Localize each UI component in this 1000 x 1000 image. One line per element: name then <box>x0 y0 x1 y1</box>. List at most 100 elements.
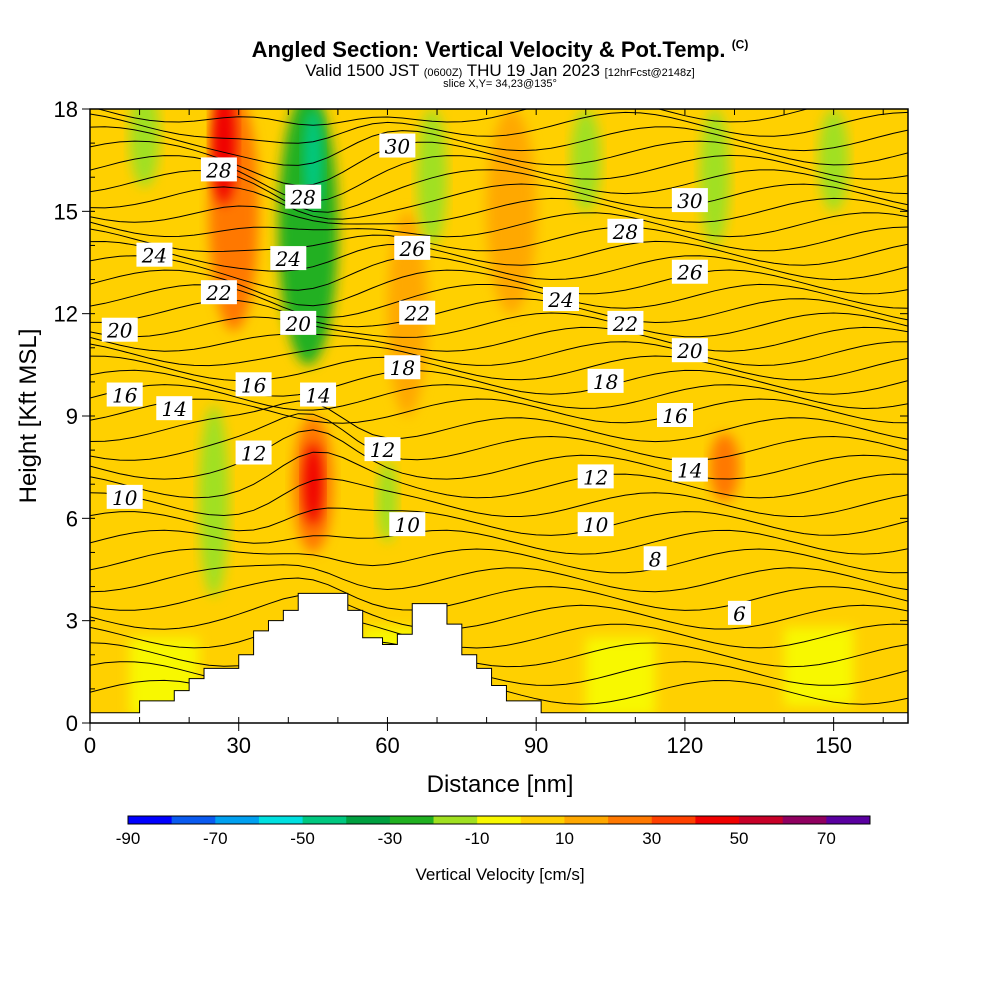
theta-label: 22 <box>607 310 644 336</box>
theta-contour <box>90 384 908 411</box>
theta-label-box <box>671 188 708 213</box>
colorbar-swatch <box>651 816 696 824</box>
theta-label-box <box>607 218 644 243</box>
theta-label-box <box>577 512 614 537</box>
theta-contour <box>90 398 908 424</box>
theta-label: 10 <box>106 484 143 510</box>
theta-label: 14 <box>300 382 337 408</box>
theta-label: 6 <box>727 600 751 626</box>
theta-label: 28 <box>285 184 322 210</box>
colorbar: -90 -70 -50 -30 -10 10 30 50 70 <box>116 815 871 848</box>
x-tick-label: 30 <box>226 733 250 758</box>
theta-contour <box>90 413 908 461</box>
colorbar-swatch <box>782 816 827 824</box>
theta-label: 28 <box>607 218 644 244</box>
theta-label-text: 20 <box>106 319 133 343</box>
colorbar-frame <box>127 815 871 825</box>
theta-contour <box>90 577 908 611</box>
velocity-region <box>818 109 849 212</box>
theta-label: 14 <box>671 457 708 483</box>
terrain-profile <box>89 592 909 724</box>
colorbar-swatch <box>695 816 740 824</box>
theta-label-box <box>577 464 614 489</box>
theta-label-box <box>235 372 272 397</box>
theta-label-text: 12 <box>583 465 608 489</box>
colorbar-tick-label: 10 <box>555 829 574 848</box>
theta-label: 12 <box>364 437 401 462</box>
velocity-region <box>129 109 160 188</box>
theta-label: 28 <box>200 157 237 182</box>
y-tick-label: 6 <box>66 506 78 531</box>
theta-label-text: 10 <box>395 513 421 537</box>
theta-label-text: 26 <box>676 261 703 285</box>
theta-label-box <box>285 184 322 209</box>
colorbar-swatch <box>128 816 173 824</box>
theta-label-box <box>364 437 401 462</box>
theta-label: 24 <box>542 287 579 312</box>
theta-contour <box>90 226 908 253</box>
theta-contour <box>96 109 809 126</box>
velocity-region <box>486 109 537 314</box>
theta-label-box <box>389 512 426 537</box>
theta-label-box <box>656 403 693 427</box>
theta-label-text: 12 <box>241 442 266 466</box>
theta-label-box <box>587 368 624 393</box>
theta-contour <box>90 615 908 649</box>
theta-contour <box>90 639 908 668</box>
theta-contour <box>90 312 908 338</box>
y-axis-label: Height [Kft MSL] <box>15 329 42 504</box>
theta-label-text: 28 <box>612 220 638 244</box>
y-tick-label: 3 <box>66 609 78 634</box>
theta-contour <box>90 183 908 220</box>
theta-label-text: 20 <box>284 312 311 336</box>
colorbar-swatch <box>258 816 304 824</box>
theta-contour <box>90 326 908 352</box>
chart-title: Angled Section: Vertical Velocity & Pot.… <box>251 37 749 62</box>
colorbar-swatch <box>826 816 871 824</box>
theta-label: 26 <box>394 235 431 261</box>
velocity-region <box>211 109 237 205</box>
theta-label-text: 26 <box>399 237 426 261</box>
theta-label-text: 28 <box>289 186 315 210</box>
theta-label-text: 22 <box>612 312 638 336</box>
theta-label: 10 <box>389 512 426 537</box>
colorbar-swatch <box>389 816 435 824</box>
theta-contour <box>90 355 908 382</box>
colorbar-swatch <box>564 816 609 824</box>
theta-label-box <box>394 235 431 260</box>
theta-label: 12 <box>235 440 272 466</box>
colorbar-swatch <box>739 816 784 824</box>
theta-label-box <box>280 310 317 335</box>
theta-contour <box>90 126 908 166</box>
theta-label-box <box>235 440 272 465</box>
axes: 0 30 60 90 120 150 0 3 6 9 12 15 18 <box>54 97 908 758</box>
theta-contour <box>90 197 908 225</box>
theta-label-text: 24 <box>141 244 167 268</box>
colorbar-swatch <box>346 816 391 824</box>
theta-label-box <box>399 300 436 325</box>
theta-label-text: 16 <box>241 373 267 397</box>
theta-label-box <box>200 280 237 305</box>
theta-label-text: 24 <box>547 288 573 312</box>
x-tick-label: 120 <box>667 733 704 758</box>
theta-label-text: 14 <box>305 384 330 408</box>
y-tick-label: 18 <box>54 97 78 122</box>
theta-label-box <box>156 396 193 421</box>
theta-label-text: 18 <box>593 370 618 394</box>
y-tick-label: 0 <box>66 711 78 736</box>
theta-label: 18 <box>587 368 624 394</box>
theta-contour <box>90 564 908 593</box>
x-tick-label: 90 <box>524 733 548 758</box>
theta-label-box <box>106 484 143 509</box>
theta-label: 20 <box>280 310 317 336</box>
colorbar-tick-label: -50 <box>290 829 315 848</box>
colorbar-tick-label: -90 <box>116 829 141 848</box>
slice-info: slice X,Y= 34,23@135° <box>443 78 557 90</box>
theta-label-text: 10 <box>112 486 138 510</box>
theta-label-box <box>270 246 307 271</box>
theta-label-text: 28 <box>205 158 231 182</box>
theta-label-box <box>671 338 708 363</box>
x-tick-label: 60 <box>375 733 399 758</box>
theta-contour <box>90 478 908 518</box>
velocity-region <box>303 443 324 526</box>
